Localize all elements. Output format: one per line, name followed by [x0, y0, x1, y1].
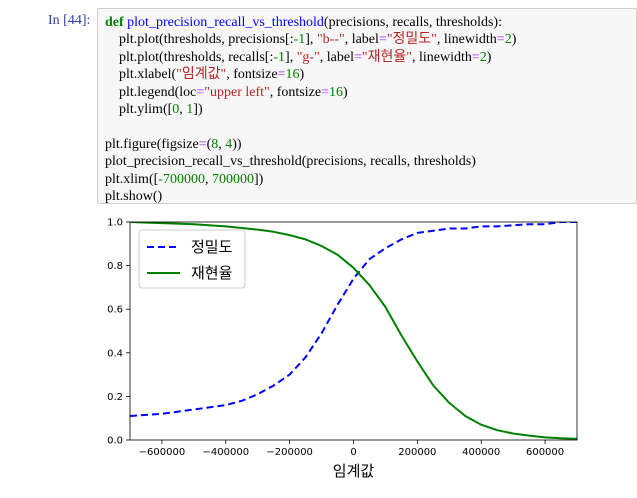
code-token: , label	[319, 49, 355, 65]
code-token: plt.figure(figsize	[105, 136, 199, 152]
code-token: 700000	[211, 171, 254, 187]
code-token: plt.plot(thresholds, precisions[:	[105, 32, 294, 48]
x-tick-label: −200000	[266, 447, 313, 458]
code-token: def	[105, 15, 128, 30]
code-token: "g-"	[296, 49, 320, 65]
code-token: )	[342, 84, 348, 100]
code-token: "upper left"	[204, 84, 270, 100]
code-token: plot_precision_recall_vs_threshold(preci…	[105, 154, 476, 170]
code-token: plt.legend(loc	[105, 84, 197, 100]
series-line-precision	[130, 222, 577, 417]
code-token: , linewidth	[436, 32, 497, 48]
code-line: plt.ylim([0, 1])	[105, 101, 516, 118]
code-token: =	[196, 84, 205, 100]
code-token: "정밀도"	[386, 32, 437, 48]
code-token: plt.ylim([	[105, 101, 173, 117]
code-token: =	[496, 32, 505, 48]
code-token: "재현율"	[361, 49, 412, 65]
code-line: plt.plot(thresholds, precisions[:-1], "b…	[105, 31, 516, 48]
cell-prompt: In [44]:	[48, 13, 91, 28]
y-tick-label: 0.4	[107, 348, 123, 359]
code-token: 4	[225, 136, 233, 152]
code-token: )	[511, 32, 517, 48]
code-token: ],	[305, 32, 317, 48]
code-token: 0	[172, 101, 180, 117]
code-token: , fontsize	[226, 67, 278, 83]
code-line: plt.figure(figsize=(8, 4))	[105, 136, 516, 153]
code-line: plot_precision_recall_vs_threshold(preci…	[105, 153, 516, 170]
code-token: -700000	[158, 171, 205, 187]
y-tick-label: 0.6	[107, 305, 123, 316]
code-line: plt.show()	[105, 188, 516, 204]
code-line	[105, 118, 516, 135]
x-tick-label: 200000	[398, 447, 436, 458]
code-token: ])	[253, 171, 264, 187]
code-token: )	[299, 67, 305, 83]
code-token: =	[378, 32, 387, 48]
legend-label-recall: 재현율	[191, 264, 232, 282]
code-token: (	[206, 136, 212, 152]
code-token: -1	[273, 49, 286, 65]
code-token: (precisions, recalls, thresholds):	[323, 15, 502, 30]
code-cell-editor[interactable]: def plot_precision_recall_vs_threshold(p…	[97, 8, 637, 204]
y-tick-label: 0.2	[107, 392, 123, 403]
code-token: ,	[218, 136, 226, 152]
code-token: 16	[285, 67, 300, 83]
code-token: , linewidth	[412, 49, 472, 65]
code-token: , label	[344, 32, 379, 48]
code-token: ],	[285, 49, 297, 65]
code-token: =	[354, 49, 362, 65]
code-token: =	[198, 136, 207, 152]
code-token: 1	[186, 101, 194, 117]
x-tick-label: −400000	[203, 447, 250, 458]
x-tick-label: 600000	[526, 447, 564, 458]
code-token: 16	[328, 84, 343, 100]
x-tick-label: −600000	[139, 447, 186, 458]
code-line: plt.xlabel("임계값", fontsize=16)	[105, 66, 516, 83]
code-token: )	[486, 49, 492, 65]
cell-output: −600000 −400000 −200000 0 200000 400000 600000…	[97, 210, 637, 498]
code-line: plt.xlim([-700000, 700000])	[105, 171, 516, 188]
code-token: ))	[232, 136, 242, 152]
code-token: =	[471, 49, 480, 65]
code-token: 2	[479, 49, 487, 65]
code-token: plt.show()	[105, 188, 163, 204]
series-line-recall	[130, 222, 577, 440]
code-token: "b--"	[316, 32, 345, 48]
code-token: =	[277, 67, 286, 83]
code-line: plt.plot(thresholds, recalls[:-1], "g-",…	[105, 49, 516, 66]
x-tick-label: 0	[350, 447, 356, 458]
code-token: , fontsize	[269, 84, 322, 100]
y-tick-label: 0.0	[107, 436, 123, 447]
code-token: plt.xlim([	[105, 171, 159, 187]
code-token: 2	[504, 32, 512, 48]
code-line: def plot_precision_recall_vs_threshold(p…	[105, 14, 516, 31]
code-token: plt.plot(thresholds, recalls[:	[105, 49, 274, 65]
code-token: plot_precision_recall_vs_threshold	[127, 15, 324, 30]
code-token: -1	[293, 32, 306, 48]
x-tick-label: 400000	[462, 447, 500, 458]
code-token: =	[321, 84, 329, 100]
code-token: ])	[193, 101, 203, 117]
code-token: "임계값"	[176, 67, 227, 83]
y-tick-label: 1.0	[107, 218, 123, 229]
code-block[interactable]: def plot_precision_recall_vs_threshold(p…	[105, 14, 516, 204]
precision-recall-chart: −600000 −400000 −200000 0 200000 400000 600000…	[107, 218, 578, 480]
code-token: plt.xlabel(	[105, 67, 177, 83]
code-token: 8	[211, 136, 219, 152]
code-token: ,	[204, 171, 212, 187]
code-token: ,	[179, 101, 187, 117]
x-axis-label: 임계값	[333, 462, 375, 480]
code-line: plt.legend(loc="upper left", fontsize=16…	[105, 84, 516, 101]
y-tick-label: 0.8	[107, 261, 123, 272]
legend-label-precision: 정밀도	[191, 238, 233, 256]
